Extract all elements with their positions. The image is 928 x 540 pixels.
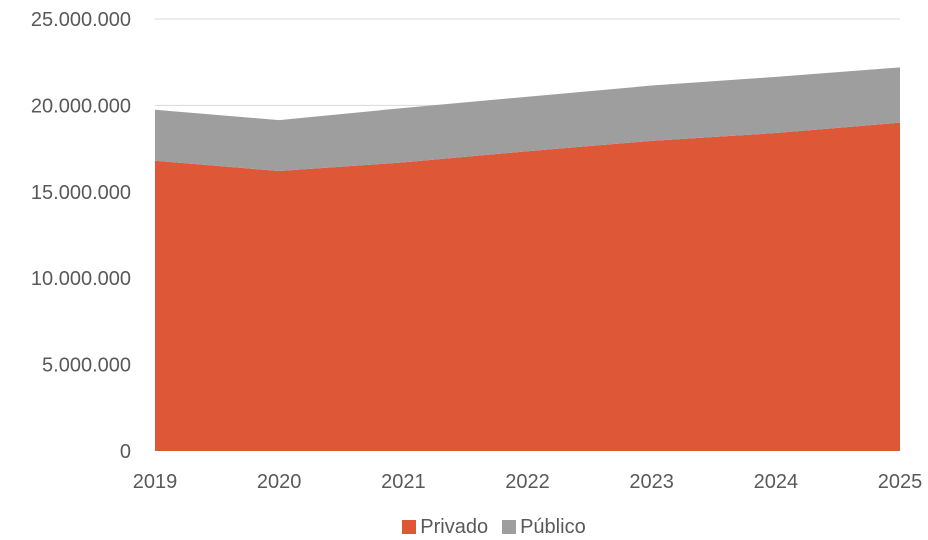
legend-item-privado[interactable]: Privado (402, 516, 488, 539)
legend: Privado Público (30, 514, 928, 540)
series-areas (155, 67, 900, 452)
x-tick-label: 2022 (505, 471, 550, 493)
y-tick-label: 25.000.000 (31, 9, 131, 31)
x-tick-label: 2019 (133, 471, 178, 493)
y-axis-ticks: 0 5.000.000 10.000.000 15.000.000 20.000.000… (31, 9, 131, 463)
legend-label-publico: Público (520, 515, 586, 538)
y-tick-label: 5.000.000 (42, 355, 131, 377)
legend-item-publico[interactable]: Público (502, 516, 586, 539)
x-tick-label: 2021 (381, 471, 426, 493)
y-tick-label: 15.000.000 (31, 182, 131, 204)
area-publico (155, 67, 900, 172)
x-tick-label: 2023 (629, 471, 674, 493)
y-tick-label: 10.000.000 (31, 268, 131, 290)
y-tick-label: 0 (120, 441, 131, 463)
x-tick-label: 2025 (878, 471, 923, 493)
legend-swatch-privado (402, 520, 417, 534)
x-tick-label: 2020 (257, 471, 302, 493)
y-tick-label: 20.000.000 (31, 95, 131, 117)
legend-swatch-publico (502, 520, 517, 534)
x-tick-label: 2024 (754, 471, 799, 493)
legend-label-privado: Privado (420, 515, 489, 538)
area-privado (155, 122, 900, 452)
x-axis-ticks: 2019 2020 2021 2022 2023 2024 2025 (133, 471, 923, 493)
